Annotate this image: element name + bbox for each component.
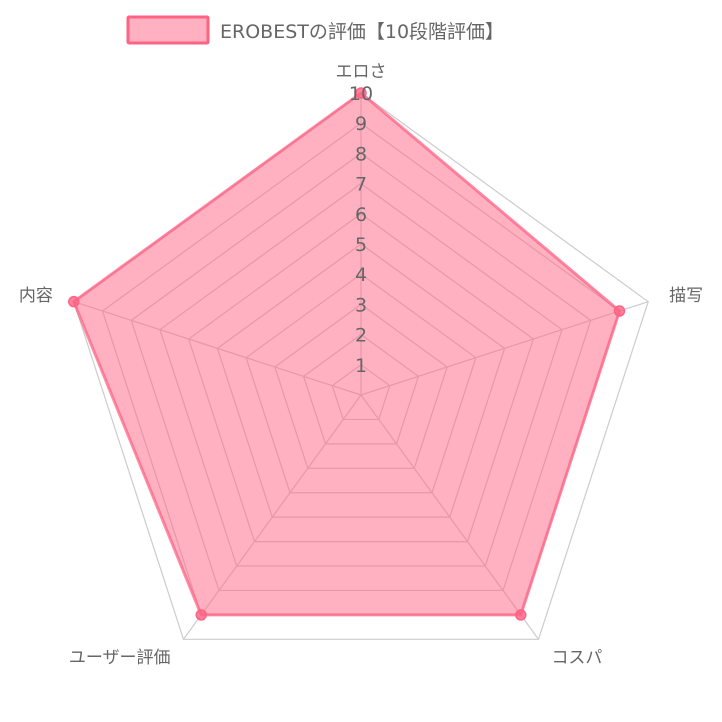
tick-label-3: 3 <box>355 294 367 316</box>
tick-labels: 1 2 3 4 5 6 7 8 9 10 <box>349 83 373 377</box>
legend-label[interactable]: EROBESTの評価【10段階評価】 <box>220 21 504 43</box>
axis-label-2: コスパ <box>551 648 602 668</box>
series-area-0 <box>71 91 622 617</box>
data-point-4[interactable] <box>68 295 80 308</box>
tick-label-7: 7 <box>355 174 367 196</box>
legend-swatch[interactable] <box>126 15 210 45</box>
data-point-1[interactable] <box>613 305 626 317</box>
tick-label-8: 8 <box>355 143 367 165</box>
tick-label-4: 4 <box>355 264 367 286</box>
tick-label-5: 5 <box>355 234 367 256</box>
series-layer <box>71 91 622 617</box>
data-point-2[interactable] <box>515 609 527 621</box>
axis-label-4: 内容 <box>19 286 53 306</box>
tick-label-1: 1 <box>355 355 367 377</box>
axis-label-1: 描写 <box>669 286 703 306</box>
data-points <box>68 87 626 621</box>
tick-label-2: 2 <box>355 325 367 347</box>
tick-label-6: 6 <box>355 204 367 226</box>
data-point-3[interactable] <box>195 609 207 621</box>
tick-label-10: 10 <box>349 83 373 105</box>
axis-label-3: ユーザー評価 <box>69 648 171 668</box>
legend[interactable]: EROBESTの評価【10段階評価】 <box>126 15 504 45</box>
axis-label-0: エロさ <box>336 62 387 82</box>
data-point-0[interactable] <box>355 87 367 99</box>
tick-label-9: 9 <box>355 113 367 135</box>
